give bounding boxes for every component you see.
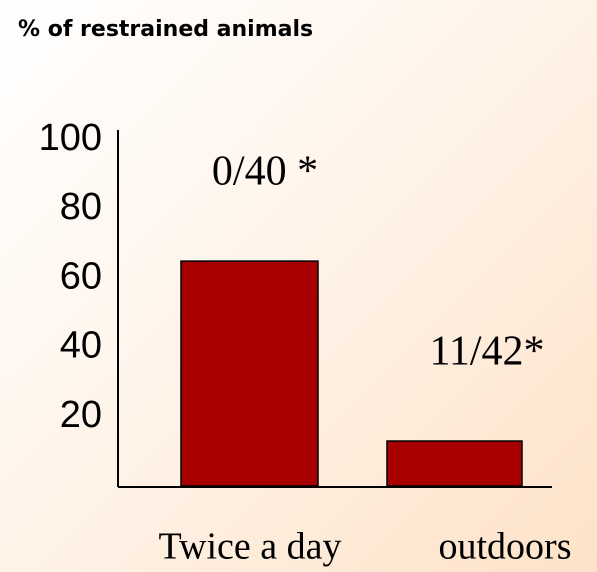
annotation: 11/42* (429, 329, 544, 375)
annotation: 0/40 * (212, 149, 318, 195)
x-tick-label: outdoors (439, 526, 572, 568)
chart-title: % of restrained animals (18, 17, 313, 42)
y-tick-label: 80 (60, 186, 102, 228)
y-tick-label: 100 (39, 117, 102, 159)
y-tick-label: 40 (60, 325, 102, 367)
bar (180, 260, 319, 487)
x-tick-label: Twice a day (158, 526, 341, 568)
y-tick-label: 60 (60, 255, 102, 297)
y-tick-label: 20 (60, 394, 102, 436)
bar (386, 440, 523, 487)
